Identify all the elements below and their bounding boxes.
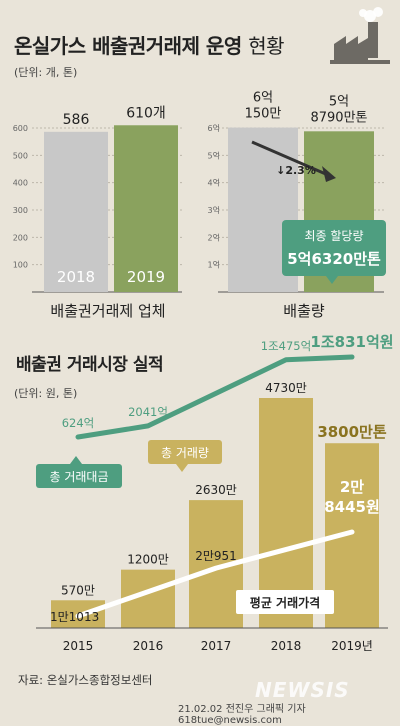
data-label-price: 2만951	[195, 549, 237, 563]
legend-volume-pointer	[176, 464, 188, 472]
x-tick-label: 2018	[271, 639, 302, 653]
page-title: 온실가스 배출권거래제 운영 현황	[14, 30, 285, 59]
bar	[114, 125, 178, 293]
watermark: NEWSIS	[255, 678, 350, 702]
x-axis-title: 배출권거래제 업체	[50, 302, 165, 320]
bar-volume	[259, 398, 313, 628]
y-tick-label: 200	[13, 233, 28, 242]
x-tick-label: 2015	[63, 639, 94, 653]
callout-title: 최종 할당량	[304, 229, 363, 243]
x-tick-label: 2017	[201, 639, 232, 653]
data-label: 6억 150만	[245, 91, 282, 122]
change-label: ↓2.3%	[276, 164, 316, 177]
y-tick-label: 100	[13, 261, 28, 270]
y-tick-label: 600	[13, 124, 28, 133]
x-tick-label: 2016	[133, 639, 164, 653]
y-tick-label: 5억	[208, 150, 220, 160]
legend-volume-label: 총 거래량	[161, 446, 209, 460]
y-tick-label: 400	[13, 179, 28, 188]
x-tick-label: 2019	[127, 268, 165, 286]
y-tick-label: 500	[13, 151, 28, 160]
factory-icon	[330, 7, 390, 64]
chart-emissions: 1억 2억 3억 4억 5억 6억 6억 150만 5억 8790만톤 ↓2.3% 최종 할당량 5억6…	[208, 91, 386, 320]
legend-price	[236, 590, 334, 614]
unit-label-top: (단위: 개, 톤)	[14, 66, 78, 79]
data-label-amount: 624억	[62, 416, 95, 430]
bar	[44, 131, 108, 292]
x-tick-label: 2019년	[331, 639, 373, 653]
x-tick-label: 2018	[57, 268, 95, 286]
data-label-price: 1만1013	[50, 610, 99, 624]
legend-volume	[148, 440, 222, 464]
legend-amount-label: 총 거래대금	[49, 470, 108, 484]
credit-label: 21.02.02 전진우 그래픽 기자 618tue@newsis.com	[178, 704, 306, 726]
line-price	[75, 529, 355, 619]
title-light: 현황	[248, 34, 285, 58]
section-title-market: 배출권 거래시장 실적	[16, 355, 164, 375]
data-label-amount: 1조831억원	[310, 333, 393, 351]
data-label-price: 2만 8445원	[324, 478, 380, 516]
data-label-amount: 1조475억	[261, 339, 311, 353]
y-tick-label: 6억	[208, 123, 220, 133]
data-label-amount: 2041억	[128, 405, 168, 419]
x-axis-title: 배출량	[283, 302, 325, 320]
y-tick-label: 2억	[208, 232, 220, 242]
trend-arrow-line	[251, 140, 329, 177]
unit-label-bottom: (단위: 원, 톤)	[14, 387, 78, 400]
y-tick-label: 1억	[208, 260, 220, 270]
legend-amount	[36, 464, 122, 488]
callout-value: 5억6320만톤	[287, 250, 381, 268]
trend-arrow-head	[322, 166, 336, 182]
title-bold: 온실가스 배출권거래제 운영	[14, 34, 242, 58]
data-label: 610개	[126, 105, 166, 121]
data-label: 586	[63, 112, 90, 128]
source-label: 자료: 온실가스종합정보센터	[18, 673, 153, 687]
legend-amount-pointer	[70, 456, 82, 464]
callout-box	[282, 220, 386, 276]
legend-price-label: 평균 거래가격	[250, 595, 320, 610]
y-tick-label: 300	[13, 206, 28, 215]
data-label-volume: 2630만	[195, 483, 237, 497]
data-label-volume: 3800만톤	[317, 423, 387, 441]
data-label-volume: 4730만	[265, 381, 307, 395]
chart-companies: 100 200 300 400 500 600 586 2018 610개 2019 배출권거래제 …	[13, 105, 182, 320]
y-tick-label: 4억	[208, 178, 220, 188]
line-amount	[75, 354, 355, 440]
y-tick-label: 3억	[208, 205, 220, 215]
data-label: 5억 8790만톤	[310, 94, 367, 125]
data-label-volume: 1200만	[127, 553, 169, 567]
data-label-volume: 570만	[61, 583, 95, 597]
callout-pointer	[326, 276, 338, 284]
